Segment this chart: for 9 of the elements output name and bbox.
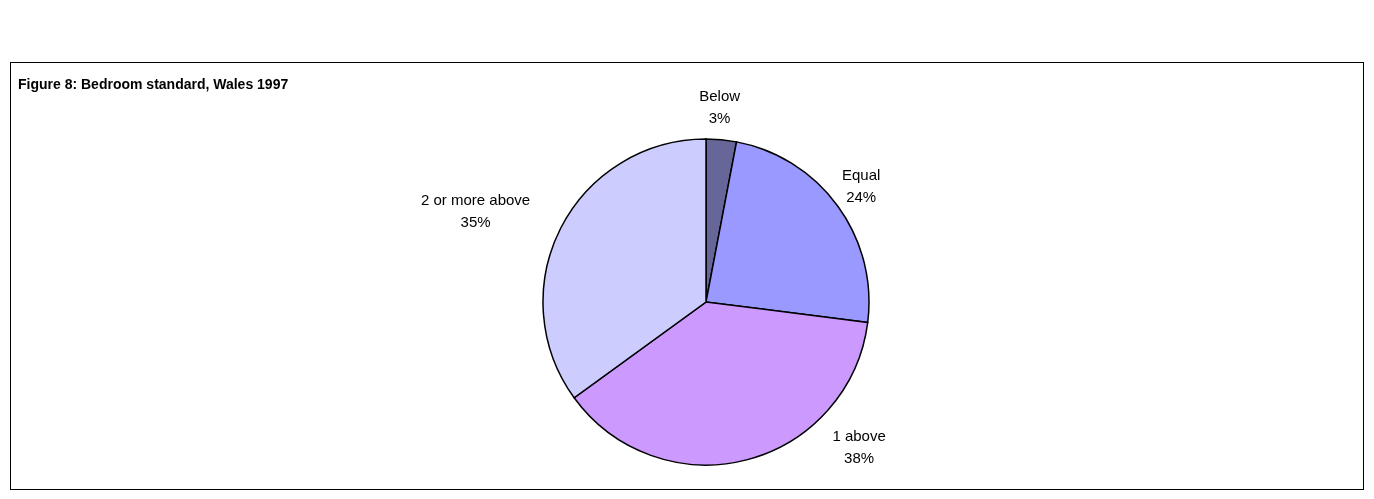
slice-label: 1 above <box>832 427 886 444</box>
data-label: 35% <box>460 213 491 231</box>
slice-label: 2 or more above <box>420 191 531 209</box>
data-label: 38% <box>844 449 875 466</box>
slice-label: Below <box>699 86 741 104</box>
data-label: 24% <box>846 187 877 205</box>
text: Figure 8: Bedroom standard, Wales 1997 <box>18 76 289 92</box>
slice-label: Equal <box>842 165 881 183</box>
data-label: 3% <box>708 108 731 126</box>
